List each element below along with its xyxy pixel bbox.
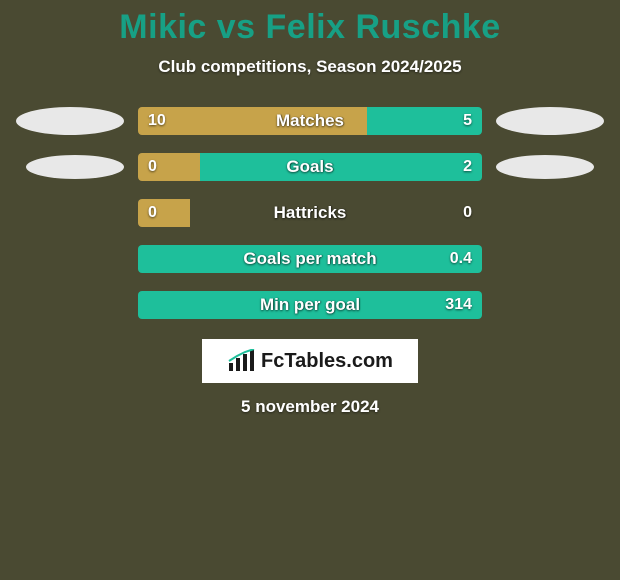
stat-bar-right [367, 107, 482, 135]
stat-bar: 00Hattricks [138, 199, 482, 227]
stat-row: 0.4Goals per match [0, 245, 620, 273]
footer-date: 5 november 2024 [0, 397, 620, 417]
stat-bar-left [138, 107, 367, 135]
page-title: Mikic vs Felix Ruschke [0, 8, 620, 47]
stat-row: 105Matches [0, 107, 620, 135]
stat-bar: 314Min per goal [138, 291, 482, 319]
stat-bar: 105Matches [138, 107, 482, 135]
stat-bar-left [138, 199, 190, 227]
branding-box: FcTables.com [202, 339, 418, 383]
stat-value-right: 0 [463, 199, 472, 227]
stat-bar-left [138, 153, 200, 181]
branding-inner: FcTables.com [227, 349, 393, 373]
stat-bar-right [200, 153, 482, 181]
player-right-ellipse [496, 107, 604, 135]
stat-label: Hattricks [138, 199, 482, 227]
stats-rows: 105Matches 02Goals 00Hattricks 0.4Goals per… [0, 107, 620, 319]
player-right-ellipse [496, 155, 594, 179]
branding-chart-icon [227, 349, 257, 373]
stat-bar: 02Goals [138, 153, 482, 181]
player-left-ellipse [16, 107, 124, 135]
stat-bar-right [138, 291, 482, 319]
stat-bar-right [138, 245, 482, 273]
stat-row: 02Goals [0, 153, 620, 181]
comparison-container: Mikic vs Felix Ruschke Club competitions… [0, 0, 620, 417]
stat-row: 314Min per goal [0, 291, 620, 319]
branding-text: FcTables.com [261, 350, 393, 373]
player-left-ellipse [26, 155, 124, 179]
stat-row: 00Hattricks [0, 199, 620, 227]
page-subtitle: Club competitions, Season 2024/2025 [0, 57, 620, 77]
stat-bar: 0.4Goals per match [138, 245, 482, 273]
